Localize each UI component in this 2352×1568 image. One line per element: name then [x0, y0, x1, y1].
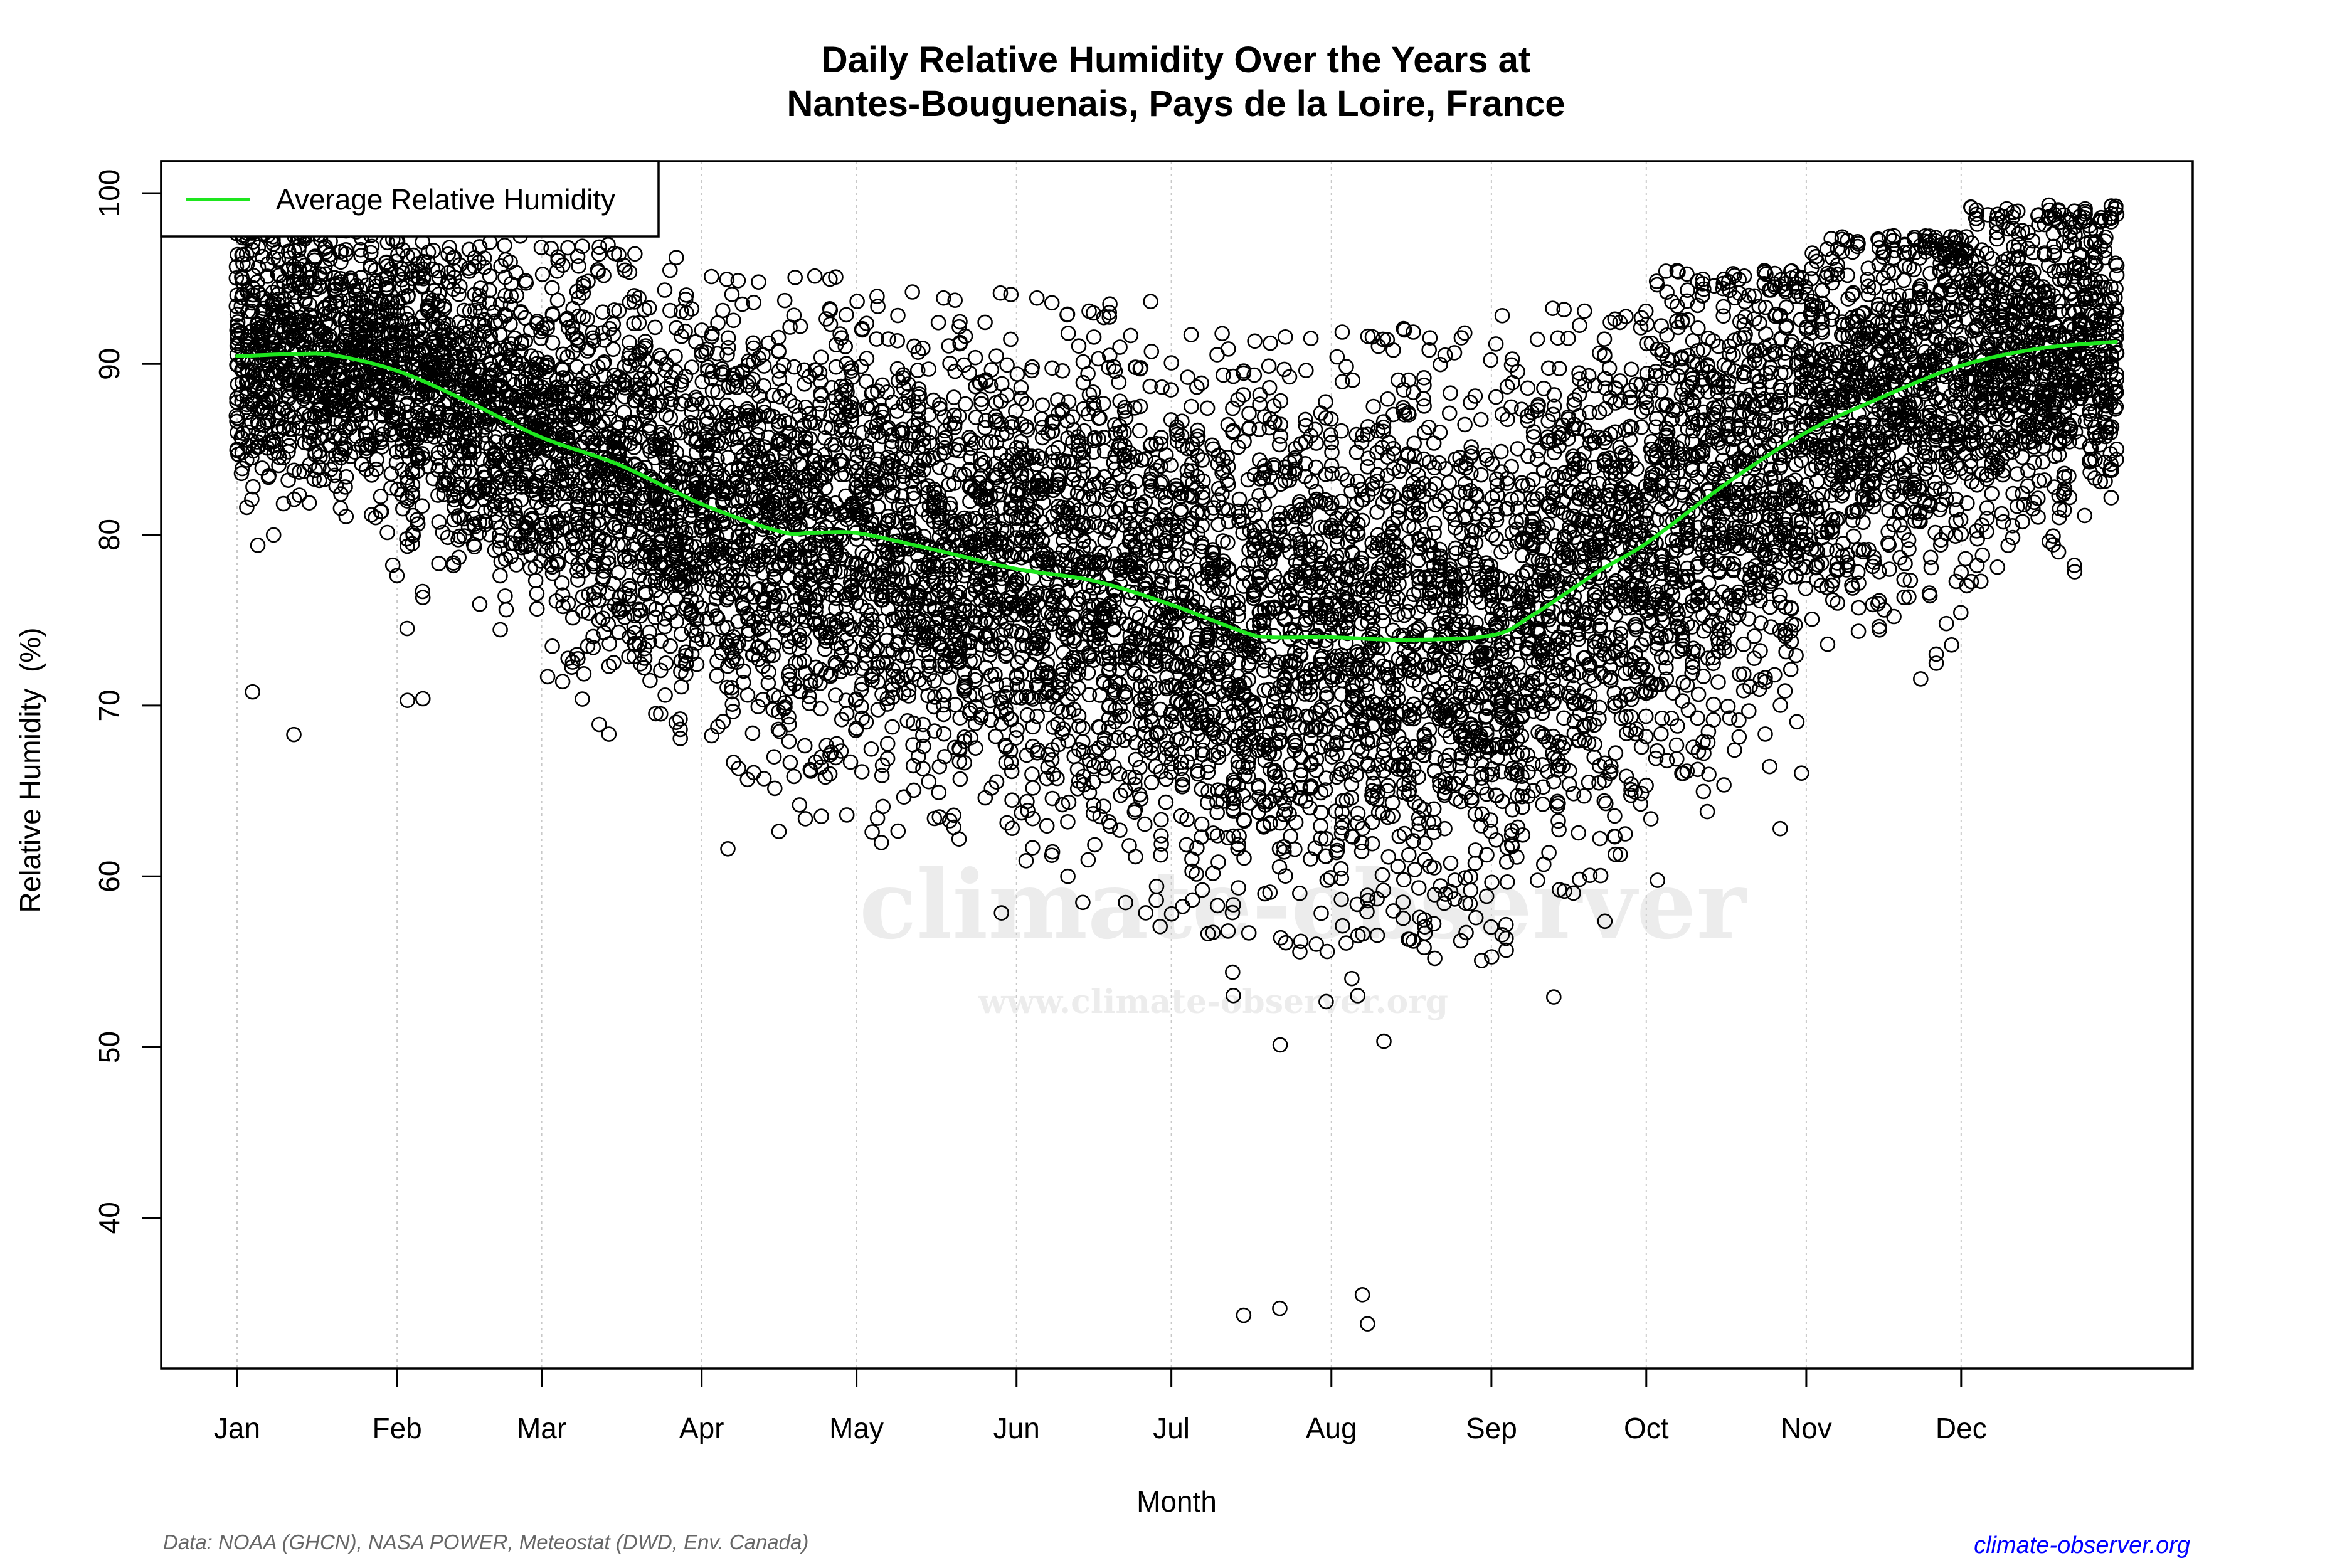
x-tick-label: Aug	[1306, 1412, 1357, 1444]
y-axis-label: Relative Humidity (%)	[14, 628, 46, 913]
y-tick-label: 70	[93, 689, 125, 721]
y-tick-label: 100	[93, 169, 125, 218]
y-tick-label: 50	[93, 1031, 125, 1063]
y-tick-label: 80	[93, 519, 125, 551]
x-axis: Jan Feb Mar Apr May Jun Jul Aug Sep Oct Nov Dec	[214, 1369, 1987, 1444]
x-tick-label: Jul	[1153, 1412, 1190, 1444]
legend-label: Average Relative Humidity	[276, 183, 615, 216]
y-tick-label: 90	[93, 348, 125, 380]
x-tick-label: Apr	[679, 1412, 724, 1444]
y-tick-label: 40	[93, 1202, 125, 1234]
x-axis-label: Month	[1136, 1485, 1217, 1518]
x-tick-label: Feb	[372, 1412, 421, 1444]
x-tick-label: Jun	[993, 1412, 1040, 1444]
y-axis: 40 50 60 70 80 90 100	[93, 169, 161, 1234]
average-humidity-line	[235, 339, 2118, 642]
data-source-note: Data: NOAA (GHCN), NASA POWER, Meteostat…	[163, 1530, 808, 1554]
plot-frame	[160, 160, 2194, 1370]
chart-title-line-1: Daily Relative Humidity Over the Years a…	[822, 40, 1530, 80]
x-tick-label: Oct	[1624, 1412, 1669, 1444]
credit-link[interactable]: climate-observer.org	[1974, 1532, 2190, 1559]
x-tick-label: Dec	[1936, 1412, 1987, 1444]
watermark-sub: www.climate-observer.org	[978, 983, 1448, 1021]
x-tick-label: Mar	[517, 1412, 566, 1444]
legend: Average Relative Humidity	[160, 160, 660, 238]
x-tick-label: Sep	[1466, 1412, 1517, 1444]
y-tick-label: 60	[93, 861, 125, 893]
watermark-main: climate-observer	[859, 850, 1747, 960]
x-tick-label: May	[829, 1412, 884, 1444]
x-tick-label: Jan	[214, 1412, 260, 1444]
scatter-points	[228, 197, 2125, 1332]
chart-title-line-2: Nantes-Bouguenais, Pays de la Loire, Fra…	[787, 83, 1565, 124]
x-tick-label: Nov	[1781, 1412, 1832, 1444]
